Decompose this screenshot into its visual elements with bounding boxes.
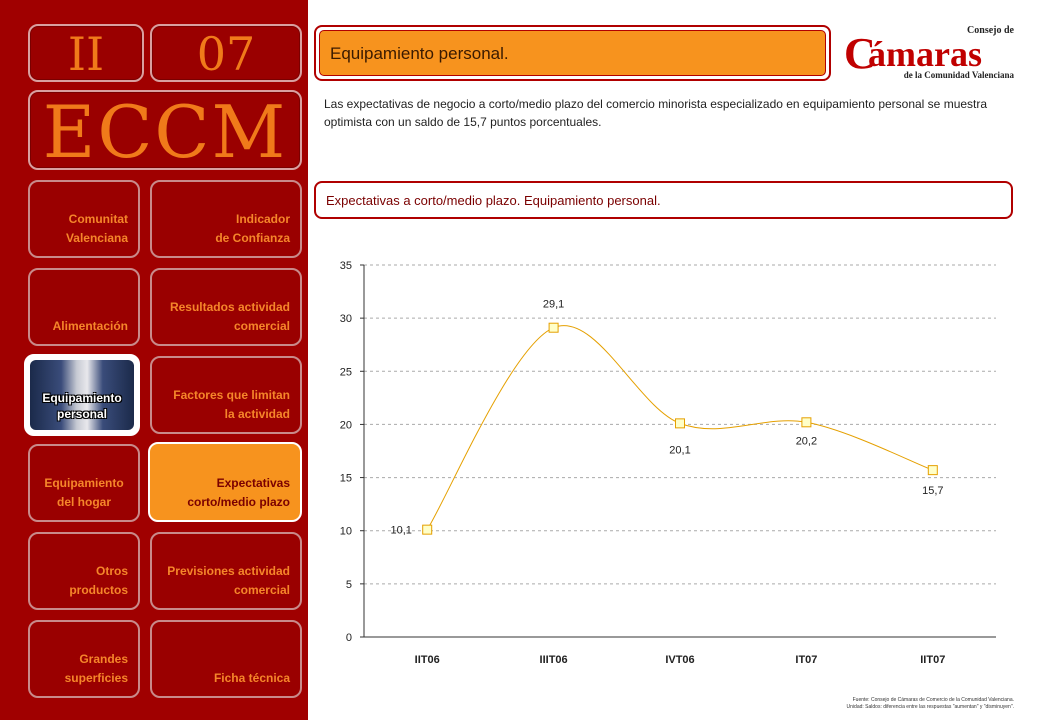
y-tick-label: 35	[340, 260, 352, 272]
nav-label-line1: Otros	[95, 564, 128, 578]
nav-factores-limitan[interactable]: Factores que limitan la actividad	[150, 356, 302, 434]
page-number: 07	[196, 27, 256, 81]
y-tick-label: 5	[346, 579, 352, 591]
data-label: 20,2	[796, 435, 817, 447]
data-point	[422, 524, 433, 535]
nav-label-line1: Previsiones actividad	[167, 564, 290, 578]
series-line	[426, 325, 933, 530]
nav-alimentacion[interactable]: Alimentación	[28, 268, 140, 346]
data-point	[675, 418, 685, 429]
x-tick-label: IIIT06	[540, 654, 568, 666]
nav-equipamiento-personal[interactable]: Equipamiento personal	[24, 354, 140, 436]
nav-label-line1: Ficha técnica	[213, 671, 290, 685]
nav-label-line2: comercial	[233, 583, 290, 597]
nav-label-line1: Alimentación	[52, 319, 128, 333]
footer-line2: Unidad: Saldos: diferencia entre las res…	[846, 704, 1014, 710]
nav-label-line1: Grandes	[79, 652, 128, 666]
y-tick-label: 0	[346, 632, 352, 644]
nav-label-line2: corto/medio plazo	[187, 495, 290, 509]
data-point	[548, 322, 559, 333]
nav-indicador-confianza[interactable]: Indicador de Confianza	[150, 180, 302, 258]
acronym: ECCM	[42, 90, 288, 174]
nav-label-line2: de Confianza	[215, 231, 290, 245]
logo-line1: Consejo de	[967, 25, 1015, 36]
y-tick-label: 10	[340, 526, 352, 538]
acronym-tile: ECCM	[28, 90, 302, 174]
line-chart: 0 5 10 15 20 25 30 35 IIT06 IIIT06 IVT06 IT07 IIT07 1…	[340, 260, 996, 666]
logo-main: ámaras	[868, 34, 982, 74]
nav-label-line2: comercial	[233, 319, 290, 333]
description-text: Las expectativas de negocio a corto/medi…	[324, 97, 988, 129]
page-title-box: Equipamiento personal.	[314, 25, 831, 81]
nav-label-line2: superficies	[64, 671, 128, 685]
equipamiento-personal-photo	[30, 360, 134, 430]
nav-label-line2: productos	[69, 583, 128, 597]
y-tick-label: 25	[340, 366, 352, 378]
section-number-tile: II	[28, 24, 144, 82]
y-tick-label: 15	[340, 473, 352, 485]
nav-previsiones-actividad[interactable]: Previsiones actividad comercial	[150, 532, 302, 610]
data-label: 29,1	[543, 299, 564, 311]
nav-expectativas[interactable]: Expectativas corto/medio plazo	[148, 442, 302, 522]
nav-label-line2: personal	[56, 407, 107, 421]
x-tick-label: IIT07	[920, 654, 945, 666]
nav-otros-productos[interactable]: Otros productos	[28, 532, 140, 610]
x-tick-label: IT07	[795, 654, 817, 666]
nav-label-line1: Factores que limitan	[173, 388, 290, 402]
footer-source: Fuente: Consejo de Cámaras de Comercio d…	[847, 697, 1014, 711]
camaras-logo: Consejo de C ámaras de la Comunidad Vale…	[842, 22, 1022, 82]
page-title: Equipamiento personal.	[319, 30, 826, 76]
nav-label: Equipamiento personal	[26, 390, 138, 422]
nav-label-line1: Comunitat	[68, 212, 128, 226]
nav-equipamiento-hogar[interactable]: Equipamiento del hogar	[28, 444, 140, 522]
nav-grandes-superficies[interactable]: Grandes superficies	[28, 620, 140, 698]
nav-label-line1: Equipamiento	[44, 476, 124, 490]
logo-line2: de la Comunidad Valenciana	[904, 70, 1015, 80]
sidebar: II 07 ECCM Comunitat Valenciana Indicado…	[0, 0, 308, 720]
nav-label-line1: Resultados actividad	[169, 300, 290, 314]
data-point	[801, 417, 812, 428]
footer-line1: Fuente: Consejo de Cámaras de Comercio d…	[852, 697, 1014, 703]
nav-ficha-tecnica[interactable]: Ficha técnica	[150, 620, 302, 698]
chart-title: Expectativas a corto/medio plazo. Equipa…	[314, 181, 1013, 219]
y-tick-label: 20	[340, 419, 352, 431]
page-number-tile: 07	[150, 24, 302, 82]
nav-comunitat-valenciana[interactable]: Comunitat Valenciana	[28, 180, 140, 258]
nav-label-line1: Indicador	[235, 212, 290, 226]
nav-label-line2: la actividad	[224, 407, 290, 421]
data-label: 15,7	[922, 485, 943, 497]
x-tick-label: IVT06	[665, 654, 694, 666]
y-tick-label: 30	[340, 313, 352, 325]
logo-letter: C	[844, 29, 876, 78]
section-number: II	[67, 27, 105, 81]
nav-resultados-actividad[interactable]: Resultados actividad comercial	[150, 268, 302, 346]
nav-label-line2: Valenciana	[65, 231, 128, 245]
nav-label-line1: Equipamiento	[42, 391, 122, 405]
nav-label-line1: Expectativas	[216, 476, 290, 490]
camaras-logo-graphic: Consejo de C ámaras de la Comunidad Vale…	[844, 25, 1015, 80]
data-label: 20,1	[669, 444, 690, 456]
x-tick-label: IIT06	[415, 654, 440, 666]
nav-label-line2: del hogar	[56, 495, 111, 509]
data-point	[927, 465, 938, 476]
data-label: 10,1	[390, 525, 411, 537]
